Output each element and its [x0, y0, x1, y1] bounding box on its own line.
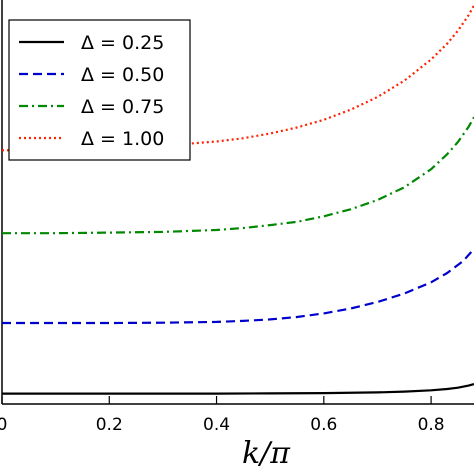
series-line-4: [1, 4, 474, 152]
x-tick-label: 0: [0, 415, 7, 435]
legend-box: [8, 19, 191, 161]
series-line-2: [2, 248, 474, 325]
legend-label: Δ = 0.75: [81, 96, 164, 118]
x-tick-label: 0.4: [203, 415, 230, 435]
x-tick-label: 0.2: [96, 415, 123, 435]
legend: Δ = 0.25 Δ = 0.50 Δ = 0.75 Δ = 1.00: [8, 19, 191, 161]
series-line-1: [2, 383, 474, 395]
x-axis-label: k/π: [242, 436, 291, 471]
legend-label: Δ = 0.25: [81, 32, 164, 54]
legend-label: Δ = 1.00: [81, 128, 164, 150]
legend-label: Δ = 0.50: [81, 64, 164, 86]
series-lines: [1, 4, 474, 395]
x-tick-label: 0.8: [418, 415, 445, 435]
axes: [1, 0, 474, 405]
x-tick-label: 0.6: [310, 415, 337, 435]
x-ticks: 0 0.2 0.4 0.6 0.8: [0, 396, 445, 435]
